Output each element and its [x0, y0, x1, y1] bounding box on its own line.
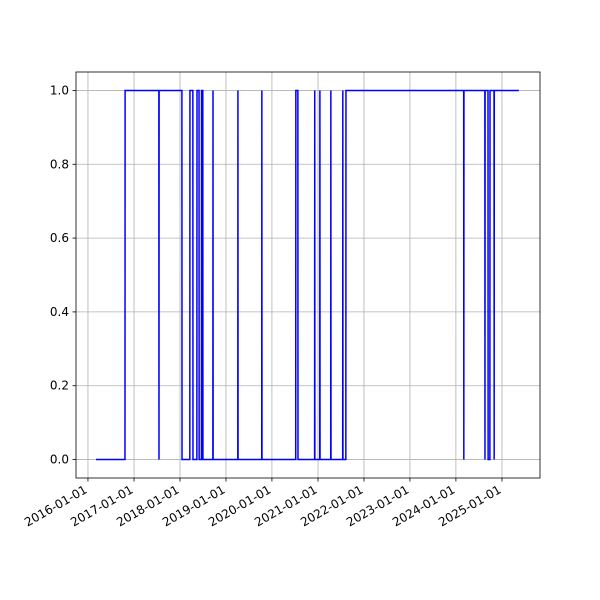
- y-tick-label: 0.4: [50, 305, 69, 319]
- y-tick-label: 0.2: [50, 379, 69, 393]
- y-tick-label: 0.8: [50, 157, 69, 171]
- y-tick-label: 0.0: [50, 453, 69, 467]
- data-line: [96, 89, 519, 461]
- plot-frame: [75, 71, 541, 479]
- y-tick-label: 0.6: [50, 231, 69, 245]
- y-tick-label: 1.0: [50, 83, 69, 97]
